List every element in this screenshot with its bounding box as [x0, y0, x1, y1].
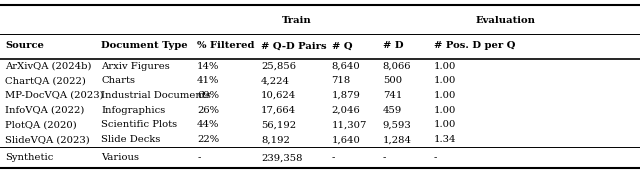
Text: % Filtered: % Filtered: [197, 41, 255, 50]
Text: 1,284: 1,284: [383, 135, 412, 144]
Text: -: -: [434, 153, 437, 162]
Text: 10,624: 10,624: [261, 91, 296, 100]
Text: 1.00: 1.00: [434, 76, 456, 85]
Text: # Pos. D per Q: # Pos. D per Q: [434, 41, 515, 50]
Text: -: -: [383, 153, 386, 162]
Text: 8,066: 8,066: [383, 62, 412, 71]
Text: Scientific Plots: Scientific Plots: [101, 121, 177, 129]
Text: SlideVQA (2023): SlideVQA (2023): [5, 135, 90, 144]
Text: 11,307: 11,307: [332, 121, 367, 129]
Text: ArXivQA (2024b): ArXivQA (2024b): [5, 62, 92, 71]
Text: -: -: [332, 153, 335, 162]
Text: 17,664: 17,664: [261, 106, 296, 115]
Text: Slide Decks: Slide Decks: [101, 135, 161, 144]
Text: 8,192: 8,192: [261, 135, 290, 144]
Text: 14%: 14%: [197, 62, 220, 71]
Text: Charts: Charts: [101, 76, 135, 85]
Text: 26%: 26%: [197, 106, 219, 115]
Text: MP-DocVQA (2023): MP-DocVQA (2023): [5, 91, 104, 100]
Text: Document Type: Document Type: [101, 41, 188, 50]
Text: Evaluation: Evaluation: [476, 16, 536, 25]
Text: 9,593: 9,593: [383, 121, 412, 129]
Text: 69%: 69%: [197, 91, 219, 100]
Text: 1.00: 1.00: [434, 106, 456, 115]
Text: Train: Train: [282, 16, 311, 25]
Text: 56,192: 56,192: [261, 121, 296, 129]
Text: Synthetic: Synthetic: [5, 153, 54, 162]
Text: Arxiv Figures: Arxiv Figures: [101, 62, 170, 71]
Text: 1.00: 1.00: [434, 91, 456, 100]
Text: 741: 741: [383, 91, 402, 100]
Text: # D: # D: [383, 41, 403, 50]
Text: # Q-D Pairs: # Q-D Pairs: [261, 41, 327, 50]
Text: 2,046: 2,046: [332, 106, 360, 115]
Text: 4,224: 4,224: [261, 76, 290, 85]
Text: Source: Source: [5, 41, 44, 50]
Text: 1.00: 1.00: [434, 121, 456, 129]
Text: 8,640: 8,640: [332, 62, 360, 71]
Text: Industrial Documents: Industrial Documents: [101, 91, 211, 100]
Text: Various: Various: [101, 153, 139, 162]
Text: 718: 718: [332, 76, 351, 85]
Text: 1.34: 1.34: [434, 135, 456, 144]
Text: # Q: # Q: [332, 41, 352, 50]
Text: 1.00: 1.00: [434, 62, 456, 71]
Text: ChartQA (2022): ChartQA (2022): [5, 76, 86, 85]
Text: PlotQA (2020): PlotQA (2020): [5, 121, 77, 129]
Text: 1,640: 1,640: [332, 135, 360, 144]
Text: -: -: [197, 153, 200, 162]
Text: 41%: 41%: [197, 76, 220, 85]
Text: 1,879: 1,879: [332, 91, 360, 100]
Text: 500: 500: [383, 76, 402, 85]
Text: 44%: 44%: [197, 121, 220, 129]
Text: 239,358: 239,358: [261, 153, 303, 162]
Text: Infographics: Infographics: [101, 106, 165, 115]
Text: 22%: 22%: [197, 135, 220, 144]
Text: 459: 459: [383, 106, 402, 115]
Text: 25,856: 25,856: [261, 62, 296, 71]
Text: InfoVQA (2022): InfoVQA (2022): [5, 106, 84, 115]
